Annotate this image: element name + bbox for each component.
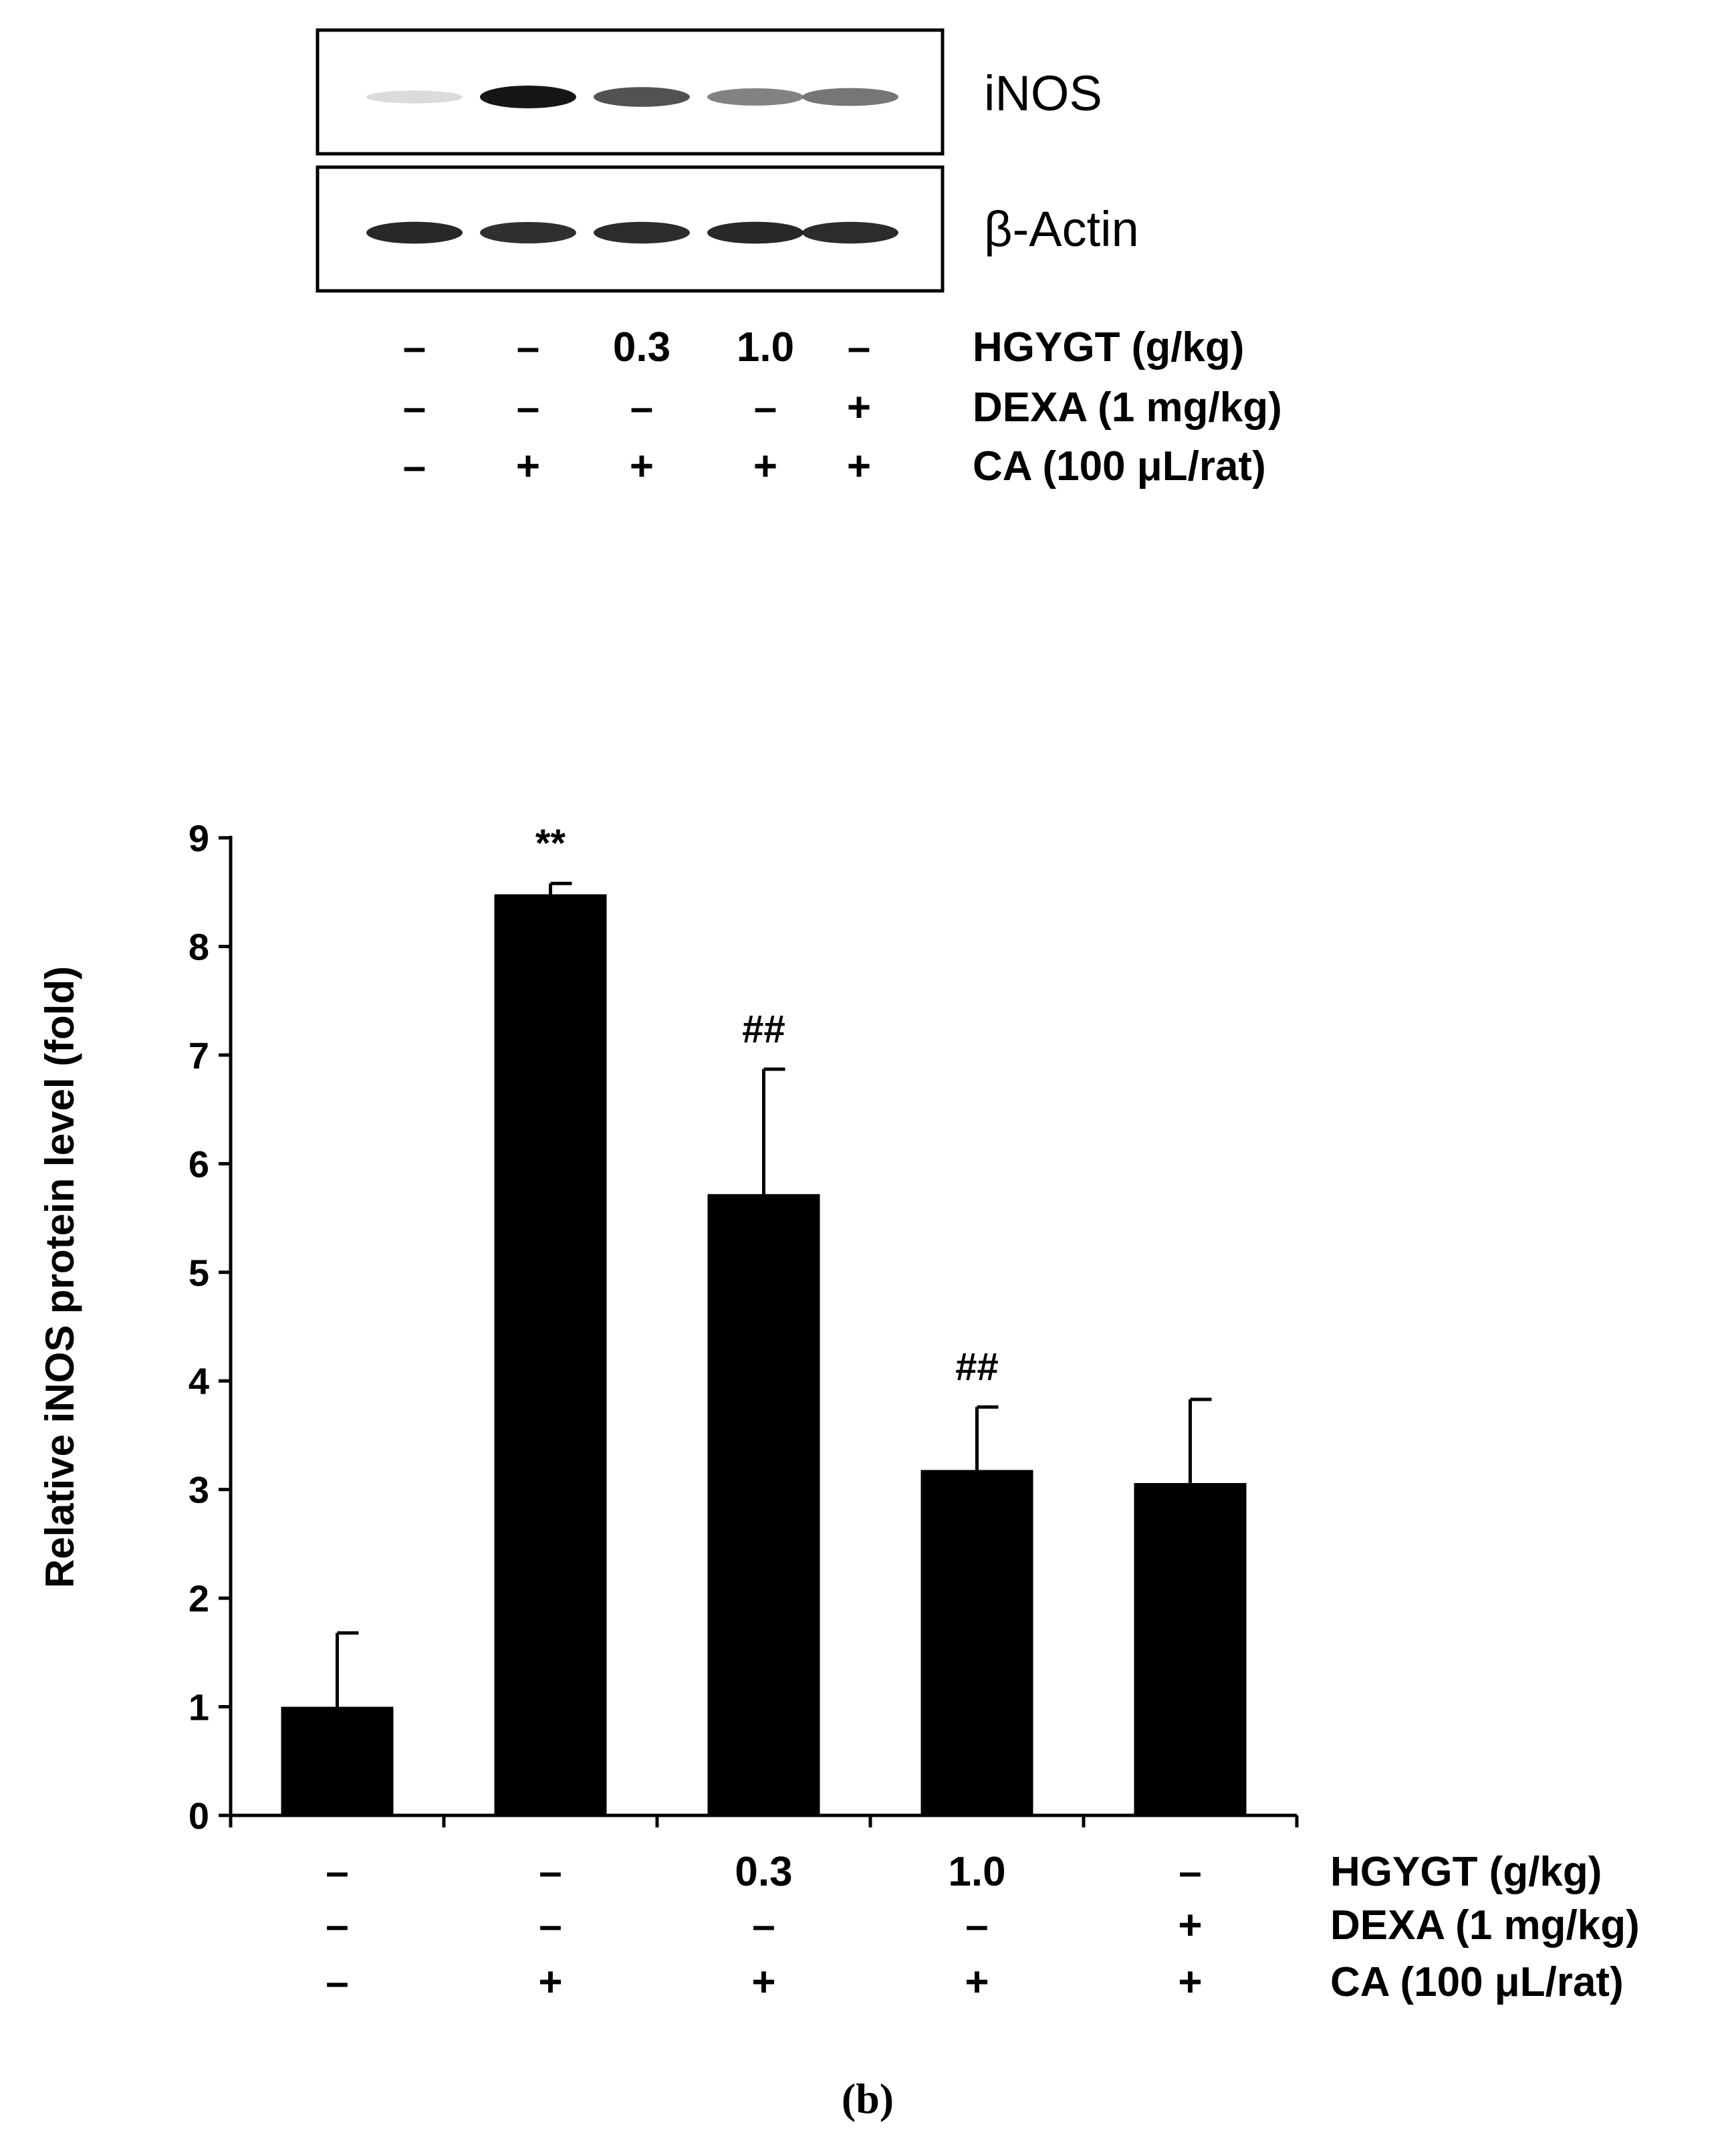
chart-cond-3-lane-4: + bbox=[965, 1959, 989, 2005]
blot-cond-3-lane-4: + bbox=[753, 443, 777, 489]
blot-cond-2-lane-1: – bbox=[403, 384, 426, 431]
actin-band-lane-1 bbox=[366, 221, 463, 244]
bar-3 bbox=[707, 1194, 820, 1815]
inos-band-lane-3 bbox=[594, 87, 690, 107]
blot-cond-1-lane-5: – bbox=[848, 324, 870, 370]
blot-label-inos: iNOS bbox=[984, 66, 1102, 121]
blot-cond-2-lane-5: + bbox=[847, 384, 871, 431]
chart-cond-1-lane-5: – bbox=[1179, 1849, 1201, 1895]
bars: ** ## ## bbox=[281, 822, 1247, 1815]
inos-band-lane-4 bbox=[707, 88, 803, 106]
y-tick-label: 9 bbox=[189, 817, 209, 859]
y-axis-ticks: 0 1 2 3 4 5 6 7 8 9 bbox=[189, 817, 231, 1837]
blot-cond-1-lane-2: – bbox=[517, 324, 539, 370]
y-tick-label: 4 bbox=[189, 1360, 209, 1402]
actin-band-lane-3 bbox=[594, 221, 690, 244]
significance-label-4: ## bbox=[955, 1345, 999, 1389]
actin-bands bbox=[366, 221, 898, 244]
blot-cond-1-lane-1: – bbox=[403, 324, 426, 370]
y-tick-label: 1 bbox=[189, 1686, 209, 1728]
blot-cond-1-lane-3: 0.3 bbox=[613, 324, 670, 370]
chart-cond-1-lane-3: 0.3 bbox=[735, 1849, 792, 1895]
chart-cond-3-lane-2: + bbox=[538, 1959, 562, 2005]
blot-cond-3-lane-5: + bbox=[847, 443, 871, 489]
chart-cond-2-lane-5: + bbox=[1178, 1902, 1202, 1948]
chart-cond-2-lane-4: – bbox=[965, 1902, 988, 1948]
y-tick-label: 6 bbox=[189, 1143, 209, 1185]
chart-cond-1-lane-2: – bbox=[539, 1849, 562, 1895]
bar-chart: Relative iNOS protein level (fold) 0 1 2 3 4… bbox=[37, 817, 1299, 1837]
chart-cond-label-2: DEXA (1 mg/kg) bbox=[1330, 1902, 1640, 1948]
actin-band-lane-5 bbox=[802, 221, 898, 244]
chart-cond-3-lane-1: – bbox=[326, 1959, 348, 2005]
chart-cond-3-lane-3: + bbox=[751, 1959, 775, 2005]
chart-cond-2-lane-3: – bbox=[752, 1902, 775, 1948]
bar-1 bbox=[281, 1706, 394, 1815]
blot-cond-2-lane-4: – bbox=[754, 384, 777, 431]
y-tick-label: 2 bbox=[189, 1577, 209, 1619]
y-tick-label: 7 bbox=[189, 1034, 209, 1077]
western-blot: iNOS β-Actin bbox=[316, 28, 1139, 293]
blot-condition-table: – – 0.3 1.0 – HGYGT (g/kg) – – – – + DEXA (1 mg/kg)… bbox=[403, 324, 1282, 489]
chart-cond-1-lane-4: 1.0 bbox=[948, 1849, 1005, 1895]
panel-label: (b) bbox=[842, 2075, 894, 2122]
blot-cond-3-lane-2: + bbox=[516, 443, 540, 489]
actin-band-lane-2 bbox=[480, 221, 576, 244]
chart-condition-table: – – 0.3 1.0 – HGYGT (g/kg) – – – – + DEXA (1 mg/kg)… bbox=[326, 1849, 1640, 2005]
bar-4 bbox=[920, 1470, 1033, 1815]
inos-band-lane-1 bbox=[366, 90, 463, 104]
bar-5 bbox=[1134, 1482, 1247, 1815]
inos-band-lane-2 bbox=[480, 86, 576, 108]
chart-cond-2-lane-1: – bbox=[326, 1902, 348, 1948]
chart-cond-label-3: CA (100 μL/rat) bbox=[1330, 1959, 1624, 2005]
chart-cond-2-lane-2: – bbox=[539, 1902, 562, 1948]
blot-cond-label-2: DEXA (1 mg/kg) bbox=[973, 384, 1282, 431]
y-tick-label: 5 bbox=[189, 1252, 209, 1294]
x-axis-ticks bbox=[229, 1815, 1299, 1827]
blot-cond-label-1: HGYGT (g/kg) bbox=[973, 324, 1244, 370]
blot-cond-label-3: CA (100 μL/rat) bbox=[973, 443, 1266, 489]
blot-cond-3-lane-3: + bbox=[630, 443, 654, 489]
y-tick-label: 3 bbox=[189, 1469, 209, 1511]
inos-bands bbox=[366, 86, 898, 108]
chart-cond-label-1: HGYGT (g/kg) bbox=[1330, 1849, 1602, 1895]
chart-cond-3-lane-5: + bbox=[1178, 1959, 1202, 2005]
blot-cond-1-lane-4: 1.0 bbox=[737, 324, 794, 370]
inos-band-lane-5 bbox=[802, 88, 898, 106]
y-tick-label: 0 bbox=[189, 1795, 209, 1837]
blot-cond-3-lane-1: – bbox=[403, 443, 426, 489]
actin-band-lane-4 bbox=[707, 221, 803, 244]
y-tick-label: 8 bbox=[189, 925, 209, 968]
bar-2 bbox=[494, 894, 607, 1815]
chart-cond-1-lane-1: – bbox=[326, 1849, 348, 1895]
y-axis-title: Relative iNOS protein level (fold) bbox=[37, 966, 82, 1588]
significance-label-3: ## bbox=[742, 1008, 785, 1051]
blot-label-actin: β-Actin bbox=[984, 201, 1139, 257]
significance-label-2: ** bbox=[535, 822, 566, 865]
blot-cond-2-lane-3: – bbox=[630, 384, 653, 431]
blot-cond-2-lane-2: – bbox=[517, 384, 539, 431]
